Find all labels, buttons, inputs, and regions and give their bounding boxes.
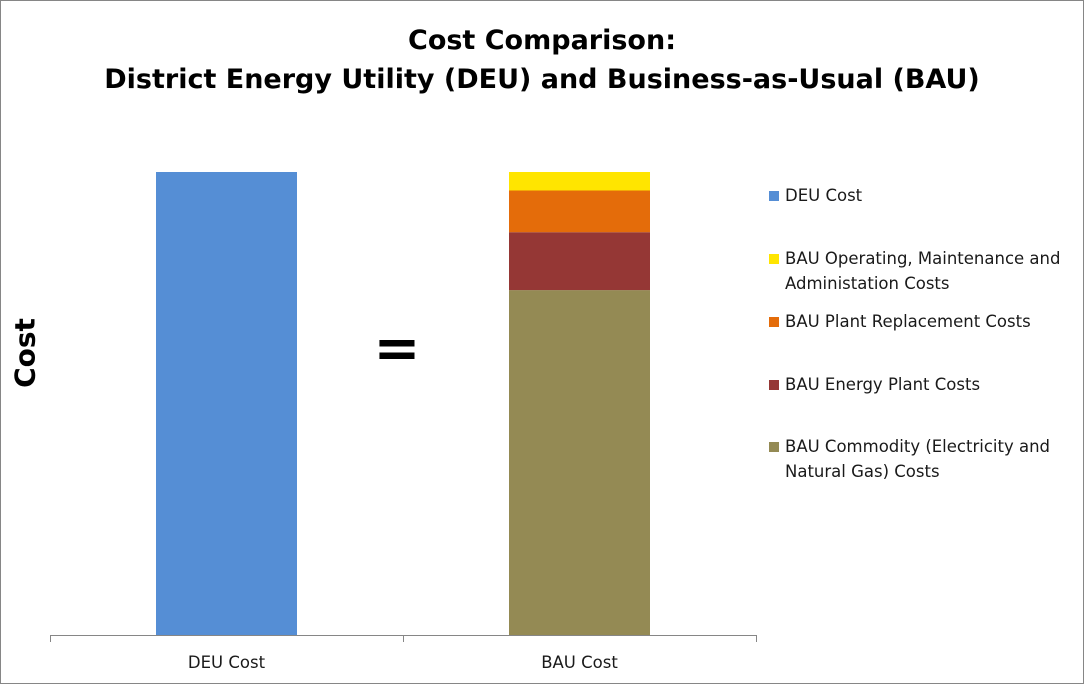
legend-label-2-line-0: BAU Plant Replacement Costs [785, 312, 1031, 331]
legend-label-0-line-0: DEU Cost [785, 186, 863, 205]
bar-bau-cost-segment-3 [509, 190, 650, 233]
legend-item-4: BAU Commodity (Electricity and Natural Ga… [769, 434, 1079, 484]
legend-swatch-1 [769, 254, 779, 264]
legend-item-3: BAU Energy Plant Costs [769, 372, 1079, 397]
x-tick-label-0: DEU Cost [188, 653, 266, 672]
bar-bau-cost-segment-2 [509, 232, 650, 291]
legend-label-3-line-0: BAU Energy Plant Costs [785, 375, 981, 394]
legend-item-0: DEU Cost [769, 183, 1079, 208]
legend-label-1-line-1: Administation Costs [785, 274, 950, 293]
legend-item-2: BAU Plant Replacement Costs [769, 309, 1079, 334]
legend-label-4-line-1: Natural Gas) Costs [785, 462, 940, 481]
legend-swatch-4 [769, 442, 779, 452]
legend-swatch-0 [769, 191, 779, 201]
x-tick-label-1: BAU Cost [541, 653, 618, 672]
equals-annotation: = [373, 316, 421, 381]
chart-title: Cost Comparison: District Energy Utility… [1, 21, 1083, 99]
legend-swatch-2 [769, 317, 779, 327]
legend-item-1: BAU Operating, Maintenance and Administat… [769, 246, 1079, 296]
legend-swatch-3 [769, 380, 779, 390]
bar-bau-cost-segment-1 [509, 290, 650, 635]
chart-title-line-1: Cost Comparison: [408, 25, 676, 56]
bar-deu-cost-segment-0 [156, 172, 297, 635]
legend-label-4-line-0: BAU Commodity (Electricity and [785, 437, 1051, 456]
legend-label-1-line-0: BAU Operating, Maintenance and [785, 249, 1061, 268]
bar-bau-cost-segment-4 [509, 172, 650, 191]
chart-title-line-2: District Energy Utility (DEU) and Busine… [104, 64, 980, 95]
